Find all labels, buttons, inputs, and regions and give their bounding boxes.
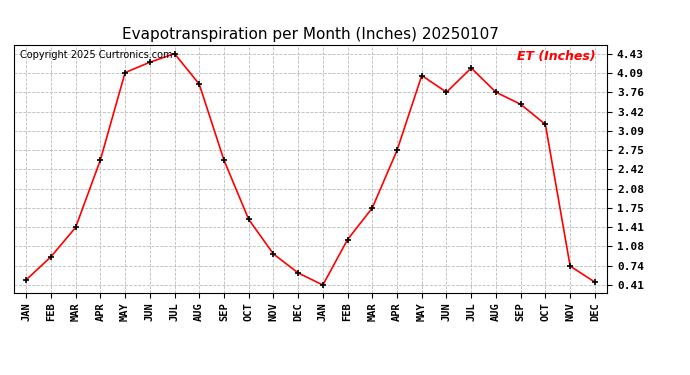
- Text: Copyright 2025 Curtronics.com: Copyright 2025 Curtronics.com: [20, 50, 172, 60]
- Text: ET (Inches): ET (Inches): [517, 50, 595, 63]
- Title: Evapotranspiration per Month (Inches) 20250107: Evapotranspiration per Month (Inches) 20…: [122, 27, 499, 42]
